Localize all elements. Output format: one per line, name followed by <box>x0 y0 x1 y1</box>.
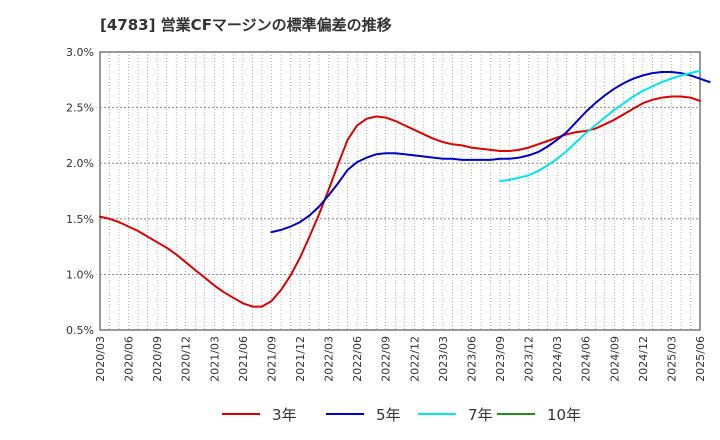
grid-lines <box>100 52 700 330</box>
x-tick-label: 2023/12 <box>523 336 536 382</box>
x-tick-label: 2024/06 <box>580 336 593 382</box>
legend-item: 10年 <box>497 400 581 428</box>
series-line-7年 <box>499 69 701 182</box>
x-tick-label: 2024/03 <box>551 336 564 382</box>
x-tick-label: 2022/03 <box>323 336 336 382</box>
x-tick-label: 2022/06 <box>351 336 364 382</box>
x-tick-label: 2023/03 <box>437 336 450 382</box>
line-chart: 0.5%1.0%1.5%2.0%2.5%3.0% 2020/03 2020/06 2… <box>66 46 711 382</box>
x-tick-label: 2020/06 <box>123 336 136 382</box>
y-tick-label: 1.5% <box>66 213 94 226</box>
legend-label: 3年 <box>272 405 297 424</box>
x-tick-label: 2021/03 <box>208 336 221 382</box>
legend-swatch <box>418 413 456 415</box>
legend-label: 10年 <box>547 405 582 424</box>
x-tick-label: 2022/12 <box>408 336 421 382</box>
legend-swatch <box>497 413 535 415</box>
legend-item: 5年 <box>326 400 401 428</box>
series-line-3年 <box>99 95 701 308</box>
series-lines <box>99 69 711 308</box>
x-tick-label: 2021/09 <box>265 336 278 382</box>
y-axis-ticks: 0.5% 1.0% 1.5% 2.0% 2.5% 3.0% <box>66 46 94 337</box>
x-tick-label: 2021/06 <box>237 336 250 382</box>
legend: 3年 5年 7年 10年 <box>0 400 720 428</box>
x-tick-label: 2024/12 <box>637 336 650 382</box>
x-tick-label: 2023/09 <box>494 336 507 382</box>
x-tick-label: 2025/03 <box>665 336 678 382</box>
legend-label: 7年 <box>468 405 493 424</box>
x-tick-label: 2021/12 <box>294 336 307 382</box>
x-tick-label: 2020/12 <box>180 336 193 382</box>
legend-item: 7年 <box>418 400 493 428</box>
x-tick-label: 2024/09 <box>608 336 621 382</box>
x-tick-label: 2023/06 <box>465 336 478 382</box>
legend-swatch <box>326 413 364 415</box>
y-tick-label: 2.5% <box>66 102 94 115</box>
y-tick-label: 0.5% <box>66 324 94 337</box>
chart-title: [4783] 営業CFマージンの標準偏差の推移 <box>100 16 392 34</box>
x-tick-label: 2020/03 <box>94 336 107 382</box>
x-tick-label: 2025/06 <box>694 336 707 382</box>
x-axis-ticks: 2020/03 2020/06 2020/09 2020/12 2021/03 2021/… <box>94 336 707 382</box>
legend-swatch <box>222 413 260 415</box>
plot-area <box>99 51 701 331</box>
series-line-5年 <box>270 71 711 234</box>
y-tick-label: 2.0% <box>66 157 94 170</box>
y-tick-label: 3.0% <box>66 46 94 59</box>
x-tick-label: 2022/09 <box>380 336 393 382</box>
x-tick-label: 2020/09 <box>151 336 164 382</box>
legend-item: 3年 <box>222 400 297 428</box>
legend-label: 5年 <box>376 405 401 424</box>
y-tick-label: 1.0% <box>66 268 94 281</box>
